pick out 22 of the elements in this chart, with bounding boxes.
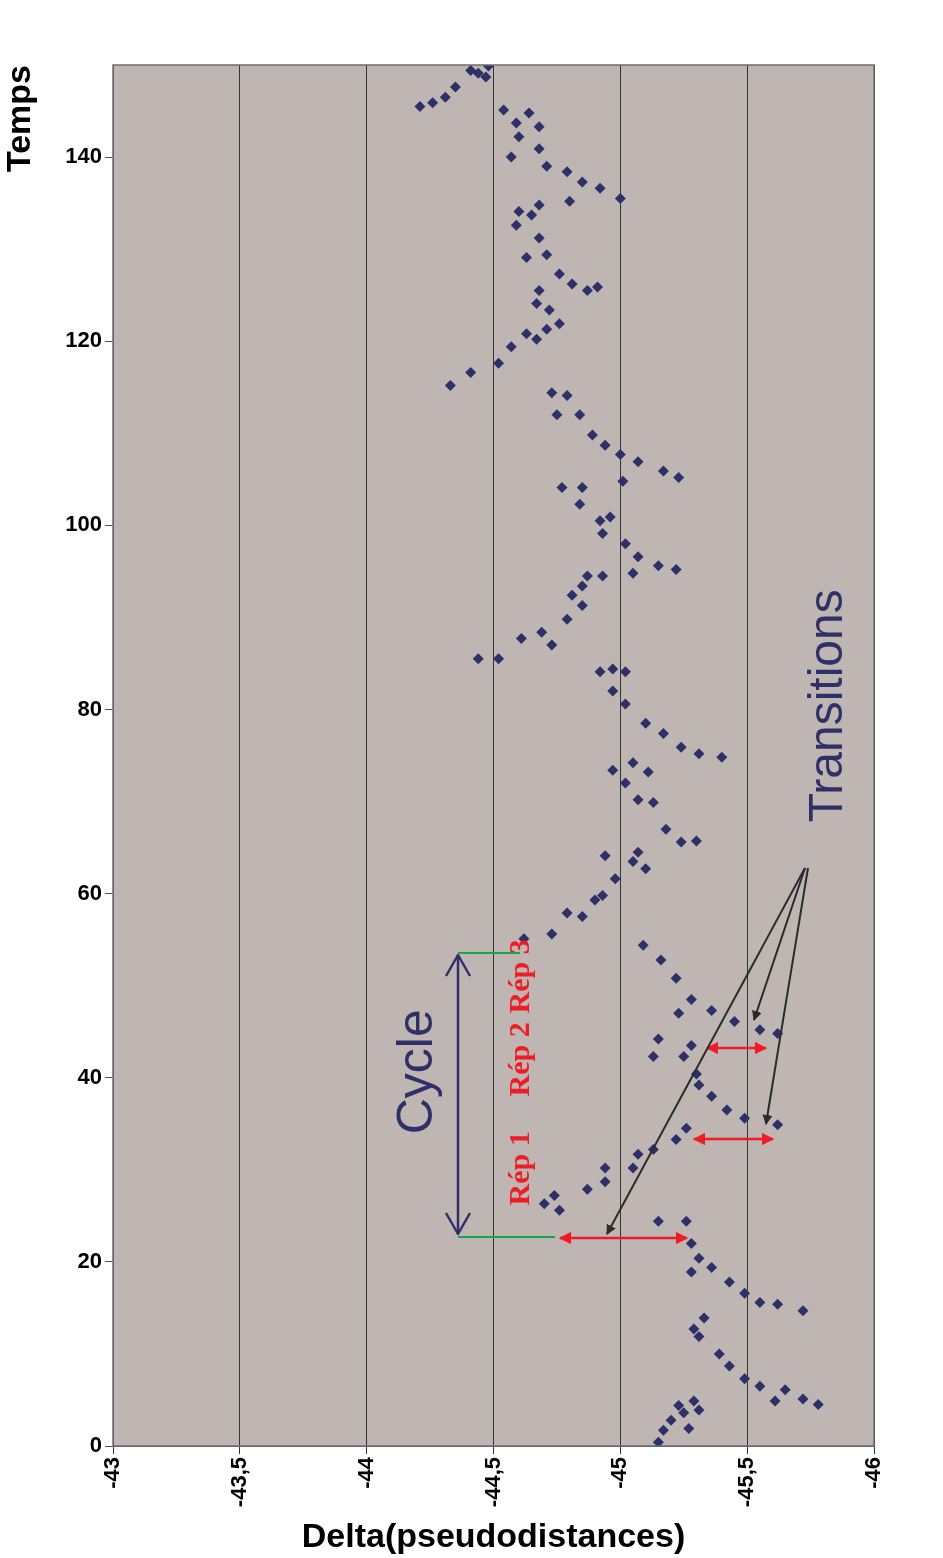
x-tick-label: -43,5 — [225, 1457, 251, 1508]
x-tick-label: -44,5 — [479, 1457, 505, 1508]
annotation: Transitions — [798, 589, 852, 823]
x-axis-title: Delta(pseudodistances) — [301, 1515, 686, 1554]
y-tick-label: 40 — [77, 1063, 102, 1089]
x-tick-label: -44 — [352, 1456, 378, 1489]
y-axis-title: Temps — [0, 65, 37, 173]
x-tick-label: -45,5 — [733, 1457, 759, 1508]
annotation: Rép 1 — [502, 1131, 536, 1206]
y-tick-label: 60 — [77, 879, 102, 905]
x-tick-label: -46 — [860, 1457, 886, 1489]
y-tick-label: 80 — [77, 695, 102, 721]
annotation: Rép 2 — [502, 1022, 536, 1097]
y-tick-label: 100 — [65, 511, 102, 537]
annotation: Cycle — [386, 1009, 443, 1135]
x-tick-label: -43 — [99, 1457, 125, 1489]
y-tick-label: 0 — [89, 1432, 102, 1458]
annotation: Rép 3 — [502, 939, 536, 1014]
y-tick-label: 120 — [65, 327, 102, 353]
y-tick-label: 20 — [77, 1247, 102, 1273]
x-tick-label: -45 — [606, 1457, 632, 1489]
y-tick-label: 140 — [65, 143, 102, 169]
